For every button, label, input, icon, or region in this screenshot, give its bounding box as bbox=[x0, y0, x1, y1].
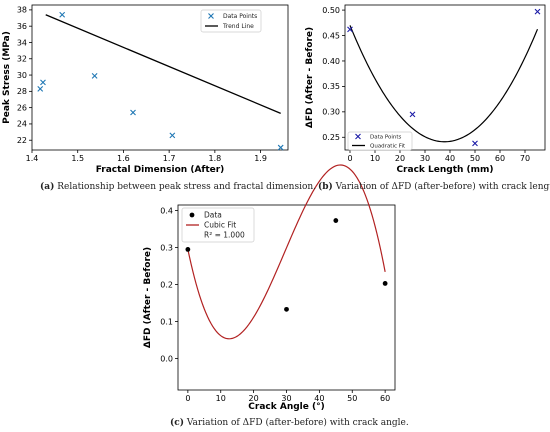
y-tick-label: 22 bbox=[17, 136, 27, 145]
x-tick-label: 1.9 bbox=[254, 154, 267, 163]
x-axis-label: Fractal Dimension (After) bbox=[96, 165, 225, 175]
x-tick-label: 1.5 bbox=[71, 154, 84, 163]
y-tick-label: 24 bbox=[17, 120, 27, 129]
y-tick-label: 28 bbox=[17, 87, 27, 96]
legend-label: Trend Line bbox=[222, 23, 254, 30]
x-tick-label: 30 bbox=[281, 394, 291, 403]
data-point bbox=[382, 281, 388, 286]
data-point bbox=[37, 86, 44, 92]
y-tick-label: 0.0 bbox=[160, 354, 173, 363]
data-point bbox=[347, 26, 353, 33]
x-tick-label: 0 bbox=[185, 394, 190, 403]
x-tick-label: 1.8 bbox=[208, 154, 221, 163]
y-tick-label: 26 bbox=[17, 103, 27, 112]
x-tick-label: 50 bbox=[347, 394, 357, 403]
caption-c: (c) Variation of ΔFD (after-before) with… bbox=[170, 418, 409, 428]
data-point bbox=[40, 79, 46, 86]
x-tick-label: 20 bbox=[395, 154, 405, 163]
legend-r2: R² = 1.000 bbox=[204, 231, 245, 240]
legend-marker bbox=[208, 13, 214, 19]
data-point bbox=[59, 11, 66, 18]
data-point bbox=[472, 140, 478, 147]
x-tick-label: 60 bbox=[380, 394, 390, 403]
legend-marker bbox=[355, 133, 361, 140]
caption-b: (b) Variation of ΔFD (after-before) with… bbox=[318, 182, 550, 192]
x-tick-label: 60 bbox=[495, 154, 505, 163]
y-axis-label: ΔFD (After - Before) bbox=[305, 27, 315, 128]
x-tick-label: 10 bbox=[216, 394, 226, 403]
legend-marker bbox=[189, 212, 195, 218]
chart-a: 1.4 1.5 1.6 1.7 1.8 1.9 22 24 26 28 30 32 34 36 38 Frac… bbox=[2, 4, 289, 175]
x-tick-label: 40 bbox=[314, 394, 324, 403]
x-tick-label: 70 bbox=[520, 154, 530, 163]
fit-curve bbox=[187, 164, 386, 340]
y-tick-label: 30 bbox=[17, 71, 27, 80]
data-point bbox=[409, 111, 416, 118]
legend-label: Data Points bbox=[370, 134, 402, 140]
x-tick-label: 50 bbox=[470, 154, 480, 163]
data-point bbox=[169, 132, 176, 139]
y-axis-label: ΔFD (After - Before) bbox=[143, 247, 153, 348]
x-tick-label: 30 bbox=[420, 154, 430, 163]
legend-box bbox=[181, 207, 255, 243]
x-tick-label: 40 bbox=[445, 154, 455, 163]
y-tick-label: 0.30 bbox=[322, 108, 340, 117]
legend-label: Quadratic Fit bbox=[370, 143, 406, 149]
data-point bbox=[185, 247, 191, 252]
y-tick-label: 34 bbox=[17, 38, 27, 47]
x-tick-label: 20 bbox=[249, 394, 259, 403]
y-tick-label: 0.40 bbox=[322, 57, 340, 66]
y-tick-label: 0.1 bbox=[160, 317, 173, 326]
data-point bbox=[333, 218, 339, 223]
data-point bbox=[534, 8, 541, 15]
legend-label: Cubic Fit bbox=[204, 221, 236, 230]
legend: Data Points Quadratic Fit bbox=[347, 131, 413, 151]
y-axis-label: Peak Stress (MPa) bbox=[2, 31, 12, 124]
y-tick-label: 0.3 bbox=[160, 243, 173, 252]
y-tick-label: 0.4 bbox=[160, 206, 173, 215]
legend-label: Data Points bbox=[223, 13, 257, 20]
trend-line bbox=[45, 14, 281, 114]
data-point bbox=[277, 144, 284, 151]
y-tick-label: 0.25 bbox=[322, 133, 340, 142]
x-tick-label: 0 bbox=[347, 154, 352, 163]
x-axis-label: Crack Length (mm) bbox=[396, 165, 493, 175]
caption-a: (a) Relationship between peak stress and… bbox=[40, 182, 317, 192]
data-point bbox=[130, 109, 136, 116]
y-tick-label: 0.50 bbox=[322, 6, 340, 15]
x-tick-label: 1.7 bbox=[163, 154, 176, 163]
y-tick-label: 36 bbox=[17, 22, 27, 31]
legend-label: Data bbox=[204, 211, 222, 220]
data-point bbox=[284, 306, 289, 312]
y-tick-label: 38 bbox=[17, 6, 27, 15]
chart-b: 0 10 20 30 40 50 60 70 0.25 0.30 0.35 0.40 0.45 0.50 C… bbox=[305, 4, 546, 175]
chart-c: 0 10 20 30 40 50 60 0.0 0.1 0.2 0.3 0.4 Crack Angle … bbox=[143, 164, 396, 412]
fit-curve bbox=[349, 25, 539, 143]
x-tick-label: 1.4 bbox=[26, 154, 39, 163]
x-tick-label: 1.6 bbox=[117, 154, 130, 163]
plot-frame bbox=[31, 4, 289, 151]
legend: Data Points Trend Line bbox=[200, 9, 262, 33]
y-tick-label: 32 bbox=[17, 55, 27, 64]
x-axis-label: Crack Angle (°) bbox=[248, 402, 324, 412]
y-tick-label: 0.2 bbox=[160, 280, 173, 289]
y-tick-label: 0.35 bbox=[322, 82, 340, 91]
data-point bbox=[91, 72, 98, 79]
x-tick-label: 10 bbox=[370, 154, 380, 163]
y-tick-label: 0.45 bbox=[322, 31, 340, 40]
plot-frame bbox=[344, 4, 546, 151]
